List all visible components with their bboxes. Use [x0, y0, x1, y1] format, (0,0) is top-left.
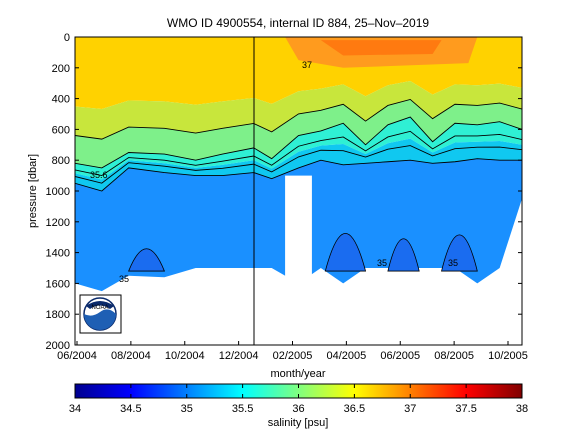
colorbar-tick-label: 35 [181, 403, 193, 415]
x-tick-label: 10/2005 [488, 350, 528, 362]
y-tick-label: 200 [52, 63, 70, 75]
colorbar-ticks: 34 34.5 35 35.5 36 36.5 37 37.5 38 [69, 384, 528, 415]
contour-label-group: 35.6 35 35 35 37 [90, 60, 458, 284]
contour-label: 35 [377, 258, 387, 268]
salinity-band-352 [75, 138, 522, 191]
contour-line [75, 145, 522, 184]
contour-line [75, 130, 522, 177]
x-tick-label: 04/2005 [326, 350, 366, 362]
chart-title: WMO ID 4900554, internal ID 884, 25–Nov–… [167, 16, 429, 30]
salinity-band-358 [75, 81, 522, 140]
missing-data-column [285, 175, 312, 345]
x-axis-label: month/year [270, 368, 325, 380]
y-tick-label: 0 [64, 32, 70, 44]
salinity-lobe-deep [387, 238, 420, 272]
x-tick-label: 06/2005 [380, 350, 420, 362]
contour-label: 35.6 [90, 170, 108, 180]
y-tick-label: 400 [52, 94, 70, 106]
salinity-lobe-deep [441, 234, 478, 272]
y-axis: 0 200 400 600 800 1000 1200 1400 1600 1800 2000 [46, 32, 522, 352]
contour-lines [75, 98, 522, 192]
colorbar-tick-label: 37 [404, 403, 416, 415]
y-tick-label: 1200 [46, 217, 70, 229]
x-tick-label: 06/2004 [57, 350, 97, 362]
y-tick-label: 600 [52, 124, 70, 136]
x-axis: 06/2004 08/2004 10/2004 12/2004 02/2005 04/20… [57, 341, 528, 362]
colorbar-tick-label: 37.5 [455, 403, 476, 415]
colorbar: 34 34.5 35 35.5 36 36.5 37 37.5 38 salinity [psu… [69, 383, 528, 429]
x-tick-label: 08/2004 [111, 350, 151, 362]
plot-area [75, 37, 522, 345]
colorbar-tick-label: 36 [292, 403, 304, 415]
contour-line [75, 98, 522, 140]
salinity-layers [75, 37, 522, 345]
x-tick-label: 02/2005 [273, 350, 313, 362]
contour-label: 35 [448, 258, 458, 268]
y-tick-label: 1800 [46, 309, 70, 321]
salinity-lobe-deep [128, 248, 165, 272]
colorbar-tick-label: 34 [69, 403, 81, 415]
y-tick-label: 800 [52, 155, 70, 167]
x-tick-label: 10/2004 [165, 350, 205, 362]
salinity-band-356 [75, 99, 522, 168]
contour-line [75, 158, 522, 192]
x-tick-label: 08/2005 [434, 350, 474, 362]
x-tick-label: 12/2004 [219, 350, 259, 362]
salinity-lobe-deep [324, 233, 367, 272]
contour-label: 37 [302, 60, 312, 70]
colorbar-label: salinity [psu] [268, 417, 329, 429]
y-tick-label: 2000 [46, 340, 70, 352]
colorbar-tick-label: 35.5 [232, 403, 253, 415]
noaa-logo: NOAA [79, 294, 122, 334]
contour-label: 35 [119, 274, 129, 284]
contour-line [75, 116, 522, 169]
y-axis-label: pressure [dbar] [27, 154, 39, 228]
noaa-logo-text: NOAA [91, 305, 108, 311]
colorbar-tick-label: 38 [516, 403, 528, 415]
salinity-patch-max [320, 40, 442, 56]
y-tick-label: 1400 [46, 248, 70, 260]
colorbar-tick-label: 34.5 [120, 403, 141, 415]
y-tick-label: 1000 [46, 186, 70, 198]
colorbar-tick-label: 36.5 [344, 403, 365, 415]
y-tick-label: 1600 [46, 278, 70, 290]
